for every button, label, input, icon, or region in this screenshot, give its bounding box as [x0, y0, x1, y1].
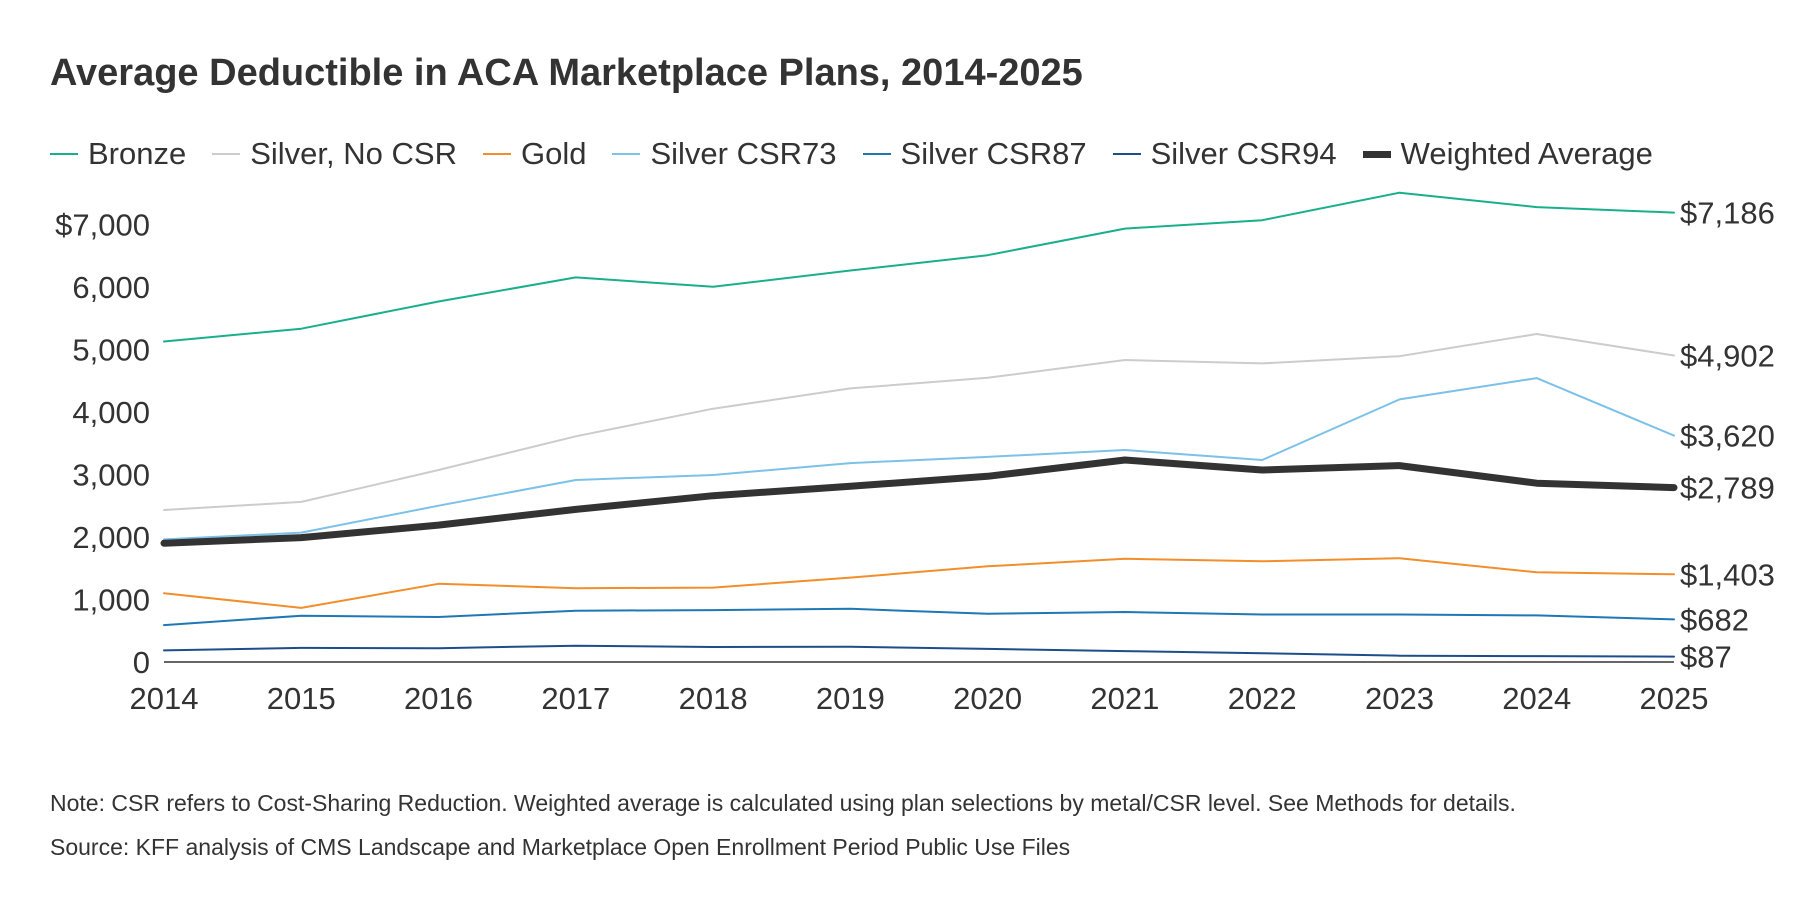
legend-item-silver-csr87: Silver CSR87 — [862, 136, 1087, 172]
legend-label: Silver CSR73 — [650, 136, 837, 171]
x-tick-label: 2022 — [1228, 681, 1297, 716]
x-tick-label: 2018 — [679, 681, 748, 716]
y-tick-label: 5,000 — [72, 332, 150, 367]
end-label-bronze: $7,186 — [1680, 196, 1775, 231]
x-tick-label: 2024 — [1502, 681, 1571, 716]
series-line-silver-no-csr — [163, 333, 1675, 511]
chart-source: Source: KFF analysis of CMS Landscape an… — [50, 834, 1071, 860]
legend-label: Silver CSR94 — [1150, 136, 1337, 171]
legend-item-silver-no-csr: Silver, No CSR — [212, 136, 457, 172]
series-line-silver-csr94 — [163, 644, 1675, 658]
x-tick-label: 2015 — [267, 681, 336, 716]
end-label-silver-no-csr: $4,902 — [1680, 338, 1775, 373]
y-tick-label: 4,000 — [72, 395, 150, 430]
x-tick-label: 2020 — [953, 681, 1022, 716]
x-tick-label: 2017 — [541, 681, 610, 716]
legend-label: Bronze — [88, 136, 187, 171]
legend-swatch — [1362, 150, 1391, 158]
legend-swatch — [612, 153, 641, 155]
series-line-weighted-average — [160, 456, 1678, 547]
legend-item-silver-csr73: Silver CSR73 — [612, 136, 837, 172]
series-line-bronze — [163, 191, 1675, 343]
end-label-silver-csr73: $3,620 — [1680, 419, 1775, 454]
legend-label: Silver, No CSR — [250, 136, 457, 171]
series-line-silver-csr87 — [163, 607, 1675, 627]
end-label-weighted-average: $2,789 — [1680, 471, 1775, 506]
legend-swatch — [1112, 153, 1141, 155]
legend-item-silver-csr94: Silver CSR94 — [1112, 136, 1337, 172]
y-tick-label: 6,000 — [72, 270, 150, 305]
end-label-silver-csr94: $87 — [1680, 640, 1732, 675]
chart-note: Note: CSR refers to Cost-Sharing Reducti… — [50, 790, 1516, 816]
x-tick-label: 2021 — [1090, 681, 1159, 716]
x-tick-label: 2016 — [404, 681, 473, 716]
end-label-silver-csr87: $682 — [1680, 602, 1749, 637]
x-tick-label: 2023 — [1365, 681, 1434, 716]
x-tick-label: 2025 — [1640, 681, 1709, 716]
legend-swatch — [482, 153, 511, 155]
chart-title: Average Deductible in ACA Marketplace Pl… — [50, 52, 1083, 94]
legend-swatch — [50, 153, 78, 155]
x-tick-label: 2019 — [816, 681, 885, 716]
series-line-silver-csr73 — [163, 377, 1675, 541]
legend-label: Gold — [520, 136, 587, 171]
legend-label: Silver CSR87 — [900, 136, 1087, 171]
y-tick-label: 2,000 — [72, 520, 150, 555]
legend-label: Weighted Average — [1400, 136, 1653, 171]
y-tick-label: $7,000 — [55, 207, 150, 242]
end-label-gold: $1,403 — [1680, 557, 1775, 592]
series-line-gold — [163, 557, 1675, 609]
x-tick-label: 2014 — [130, 681, 199, 716]
legend-item-gold: Gold — [482, 136, 587, 172]
chart-legend: Bronze Silver, No CSR Gold Silver CSR73 Silv… — [50, 136, 1679, 172]
legend-item-weighted-average: Weighted Average — [1362, 136, 1653, 172]
y-tick-label: 1,000 — [72, 582, 150, 617]
y-tick-label: 3,000 — [72, 457, 150, 492]
legend-item-bronze: Bronze — [50, 136, 186, 172]
y-tick-label: 0 — [133, 645, 150, 680]
legend-swatch — [862, 153, 891, 155]
legend-swatch — [212, 153, 241, 155]
